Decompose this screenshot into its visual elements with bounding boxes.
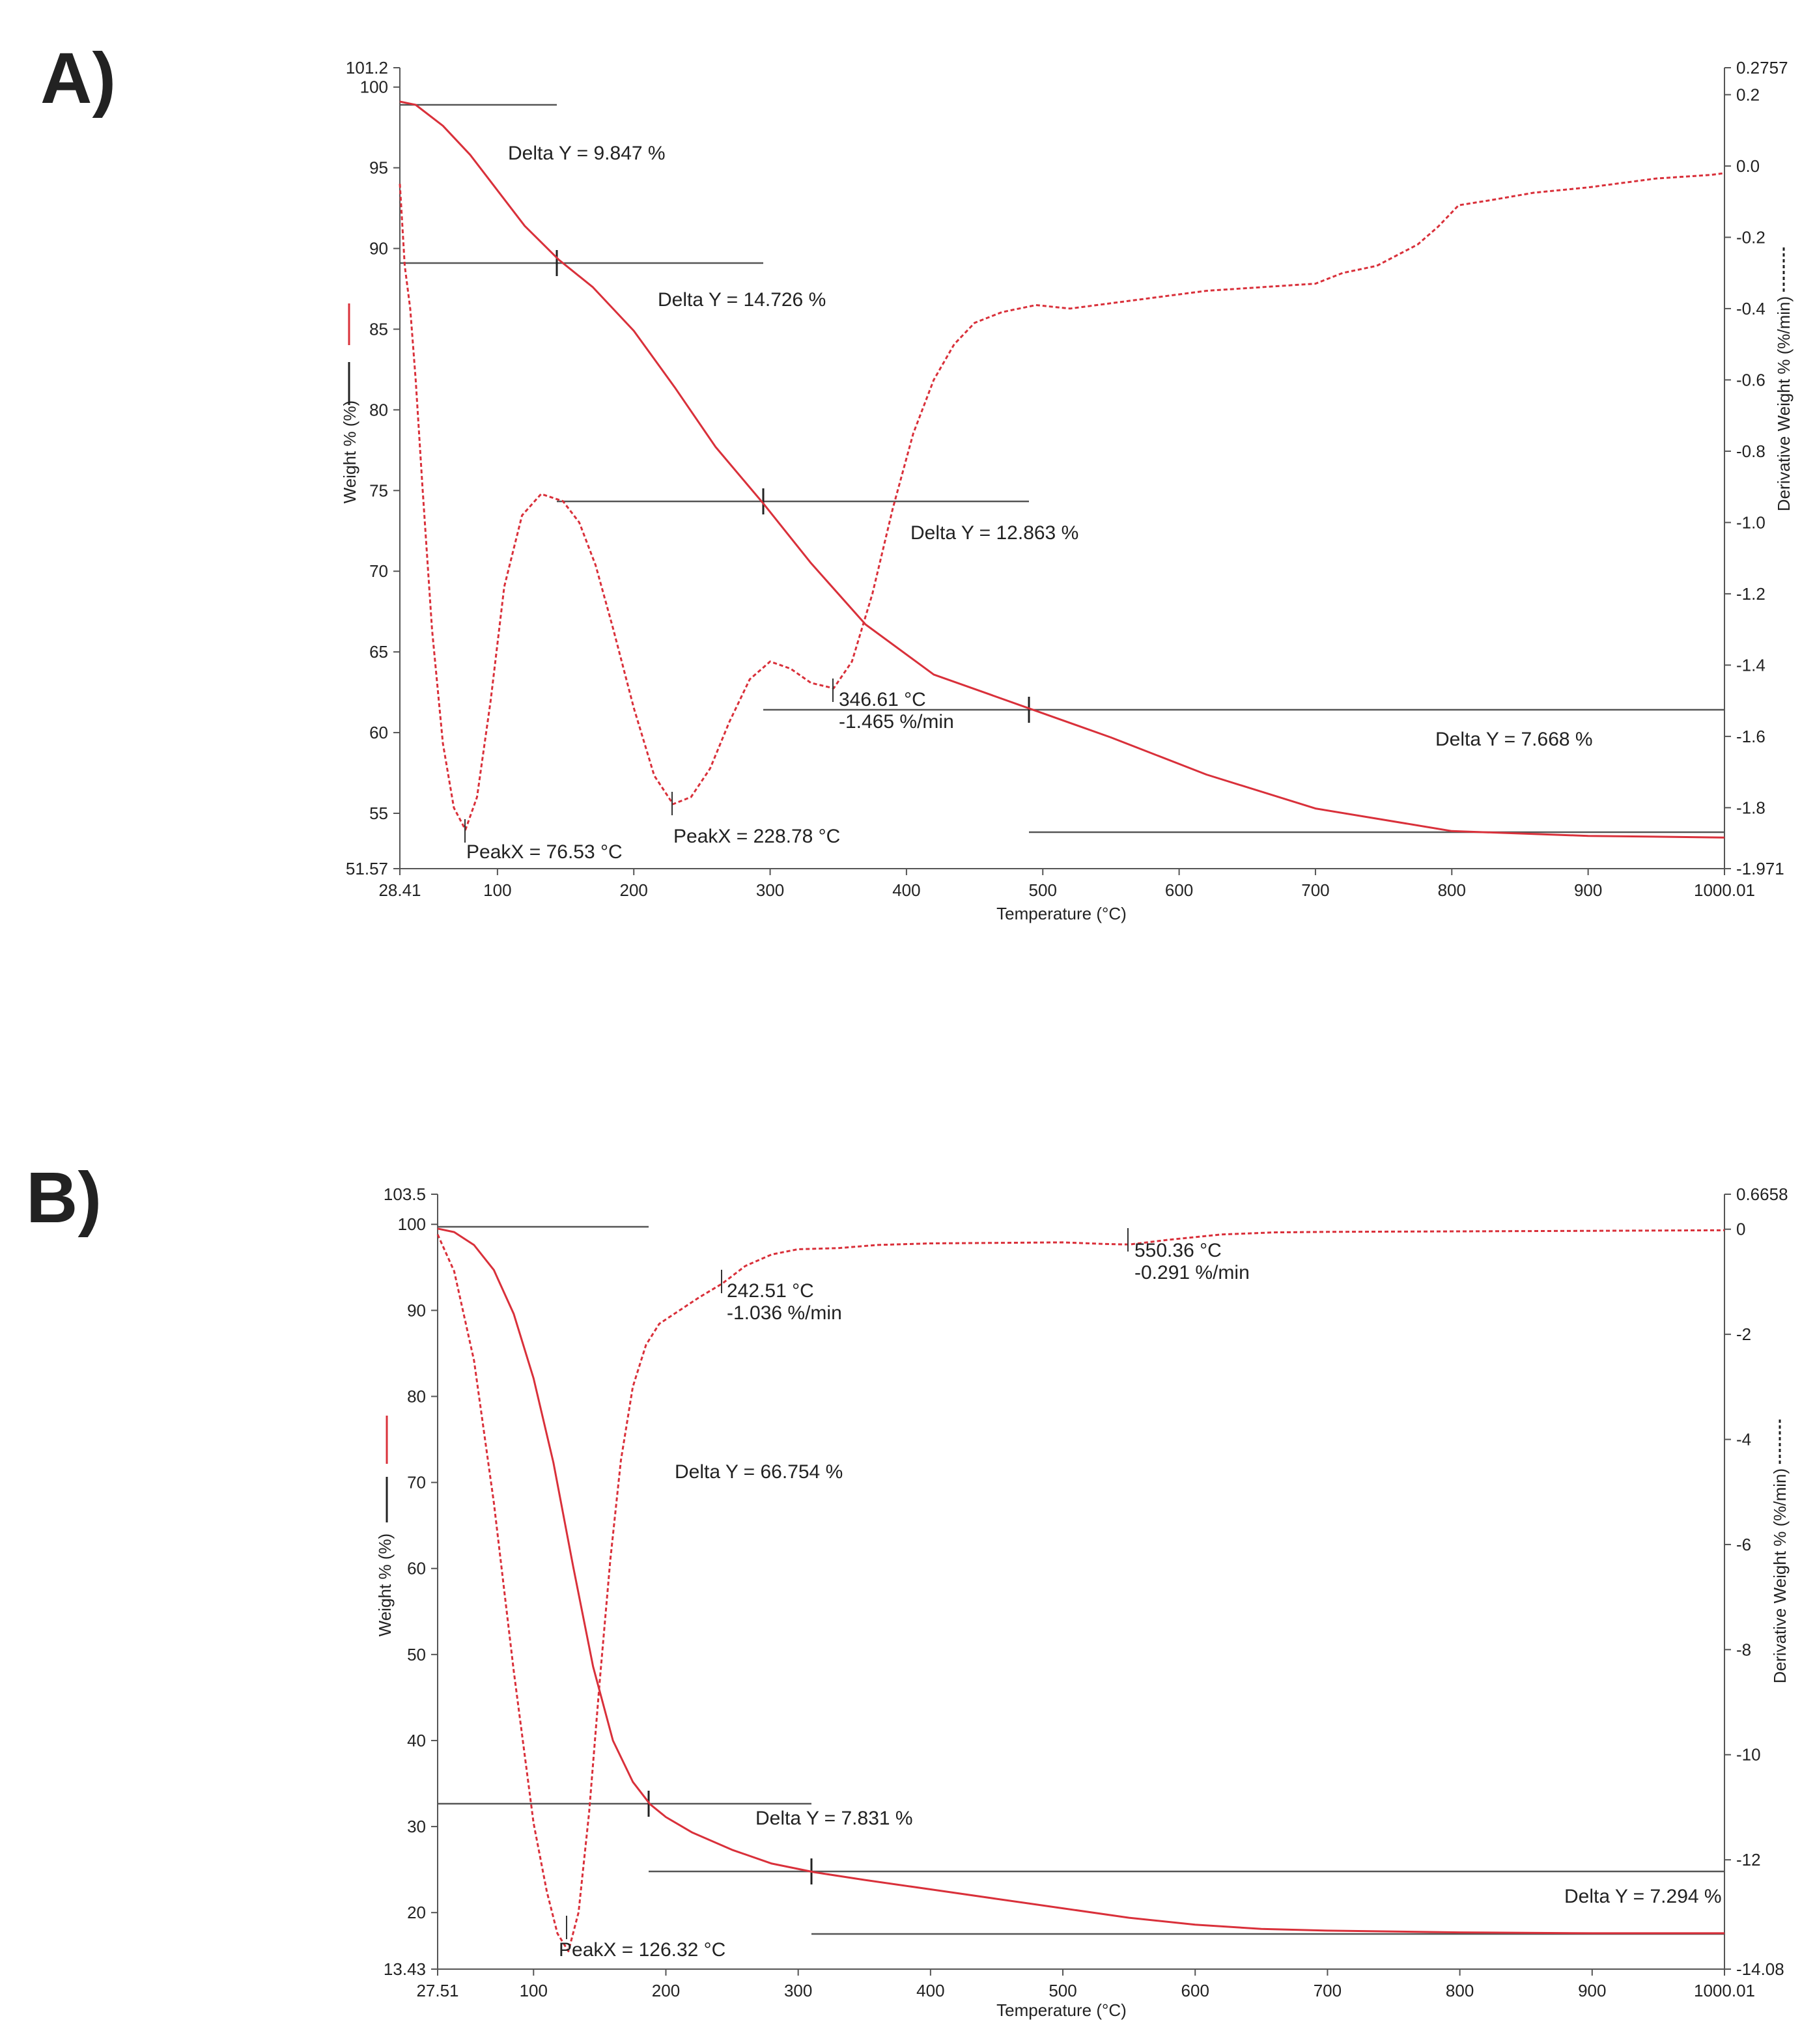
x-tick-label: 700 xyxy=(1314,1981,1342,2000)
peak-label: PeakX = 126.32 °C xyxy=(559,1939,725,1961)
peak-label: 550.36 °C xyxy=(1134,1240,1222,1261)
y2-tick-label: 0.0 xyxy=(1736,156,1760,176)
y-tick-label: 101.2 xyxy=(346,58,388,77)
y2-tick-label: 0.2757 xyxy=(1736,58,1788,77)
x-tick-label: 400 xyxy=(916,1981,944,2000)
x-tick-label: 100 xyxy=(520,1981,548,2000)
y-tick-label: 70 xyxy=(369,561,388,581)
x-tick-label: 300 xyxy=(784,1981,812,2000)
y2-tick-label: -0.8 xyxy=(1736,441,1766,461)
x-tick-label: 1000.01 xyxy=(1694,880,1755,900)
y2-tick-label: -1.2 xyxy=(1736,584,1766,604)
y2-axis-label: Derivative Weight % (%/min) xyxy=(1774,296,1794,511)
y2-tick-label: -0.4 xyxy=(1736,299,1766,318)
x-tick-label: 800 xyxy=(1446,1981,1474,2000)
panel-b-label: B) xyxy=(26,1158,102,1238)
y-tick-label: 50 xyxy=(407,1645,426,1664)
y-axis-label: Weight % (%) xyxy=(375,1533,395,1636)
y-tick-label: 90 xyxy=(407,1300,426,1320)
peak-rate-label: -1.465 %/min xyxy=(839,711,954,733)
delta-y-label: Delta Y = 14.726 % xyxy=(658,289,826,311)
y-tick-label: 90 xyxy=(369,239,388,259)
x-tick-label: 700 xyxy=(1301,880,1329,900)
derivative-series-line xyxy=(399,172,1725,831)
y-tick-label: 60 xyxy=(407,1559,426,1578)
y-tick-label: 80 xyxy=(407,1386,426,1406)
delta-y-label: Delta Y = 7.668 % xyxy=(1435,729,1593,750)
peak-label: PeakX = 76.53 °C xyxy=(466,841,623,863)
y-tick-label: 95 xyxy=(369,158,388,178)
y2-tick-label: -1.0 xyxy=(1736,512,1766,532)
delta-y-label: Delta Y = 12.863 % xyxy=(910,522,1078,544)
y2-tick-label: -1.971 xyxy=(1736,859,1784,878)
peak-label: 346.61 °C xyxy=(839,689,926,710)
x-axis-label: Temperature (°C) xyxy=(996,2000,1127,2020)
y2-tick-label: -8 xyxy=(1736,1640,1751,1659)
panel-a-label: A) xyxy=(40,38,116,119)
y2-tick-label: -2 xyxy=(1736,1324,1751,1344)
y2-tick-label: -0.2 xyxy=(1736,227,1766,247)
y2-tick-label: -0.6 xyxy=(1736,370,1766,389)
delta-y-label: Delta Y = 66.754 % xyxy=(675,1461,843,1483)
x-tick-label: 500 xyxy=(1029,880,1057,900)
y-tick-label: 51.57 xyxy=(346,859,388,878)
y-axis-label: Weight % (%) xyxy=(340,400,359,503)
x-tick-label: 28.41 xyxy=(378,880,421,900)
x-tick-label: 600 xyxy=(1165,880,1193,900)
x-axis-label: Temperature (°C) xyxy=(996,904,1127,923)
y-tick-label: 75 xyxy=(369,481,388,500)
weight-series-line xyxy=(437,1227,1724,1935)
x-tick-label: 200 xyxy=(620,880,648,900)
y2-tick-label: -1.6 xyxy=(1736,727,1766,746)
peak-rate-label: -1.036 %/min xyxy=(727,1302,842,1324)
delta-y-label: Delta Y = 7.294 % xyxy=(1564,1886,1722,1907)
y2-tick-label: 0 xyxy=(1736,1220,1745,1239)
chart-b: 27.51 100 200 300 400 500 600 700 800 900 1000.011… xyxy=(375,1184,1790,2020)
peak-rate-label: -0.291 %/min xyxy=(1134,1262,1250,1283)
y2-tick-label: 0.6658 xyxy=(1736,1184,1788,1204)
y2-tick-label: -1.4 xyxy=(1736,655,1766,675)
x-tick-label: 600 xyxy=(1181,1981,1209,2000)
delta-y-label: Delta Y = 7.831 % xyxy=(755,1808,913,1829)
y2-tick-label: -12 xyxy=(1736,1850,1761,1869)
x-tick-label: 800 xyxy=(1438,880,1466,900)
x-tick-label: 500 xyxy=(1048,1981,1076,2000)
x-tick-label: 1000.01 xyxy=(1694,1981,1755,2000)
x-tick-label: 900 xyxy=(1578,1981,1606,2000)
y2-tick-label: -1.8 xyxy=(1736,798,1766,817)
peak-label: 242.51 °C xyxy=(727,1280,814,1302)
x-tick-label: 27.51 xyxy=(416,1981,458,2000)
y2-tick-label: -4 xyxy=(1736,1430,1751,1449)
y-tick-label: 13.43 xyxy=(384,1959,426,1979)
y-tick-label: 80 xyxy=(369,400,388,419)
y-tick-label: 100 xyxy=(360,77,388,97)
y-tick-label: 40 xyxy=(407,1731,426,1750)
y2-tick-label: -6 xyxy=(1736,1535,1751,1554)
y-tick-label: 20 xyxy=(407,1903,426,1922)
y2-axis-label: Derivative Weight % (%/min) xyxy=(1770,1468,1790,1683)
chart-a: 28.41 100 200 300 400 500 600 700 800 900 1000.01 5… xyxy=(340,58,1794,923)
y-tick-label: 85 xyxy=(369,319,388,339)
weight-series-line xyxy=(399,100,1725,839)
x-tick-label: 400 xyxy=(892,880,920,900)
y2-tick-label: -10 xyxy=(1736,1745,1761,1765)
derivative-series-line xyxy=(436,1229,1725,1953)
y-tick-label: 65 xyxy=(369,642,388,662)
peak-label: PeakX = 228.78 °C xyxy=(673,826,840,847)
y-tick-label: 30 xyxy=(407,1817,426,1836)
y2-tick-label: 0.2 xyxy=(1736,85,1760,104)
x-tick-label: 200 xyxy=(652,1981,680,2000)
y-tick-label: 70 xyxy=(407,1473,426,1492)
y2-tick-label: -14.08 xyxy=(1736,1959,1784,1979)
delta-y-label: Delta Y = 9.847 % xyxy=(508,143,666,164)
y-tick-label: 103.5 xyxy=(384,1184,426,1204)
y-tick-label: 55 xyxy=(369,804,388,823)
x-tick-label: 900 xyxy=(1574,880,1602,900)
y-tick-label: 100 xyxy=(398,1214,426,1234)
x-tick-label: 300 xyxy=(756,880,784,900)
y-tick-label: 60 xyxy=(369,723,388,742)
x-tick-label: 100 xyxy=(483,880,511,900)
